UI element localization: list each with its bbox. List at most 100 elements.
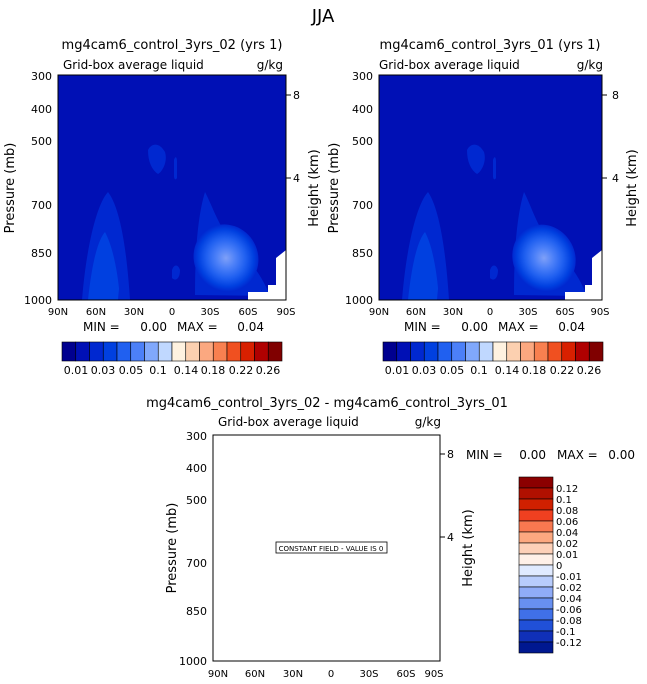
colorbar-swatch	[518, 509, 554, 522]
colorbar-label: 0.01	[385, 364, 410, 377]
x-tick: 60N	[245, 669, 265, 680]
colorbar-label: 0.18	[201, 364, 226, 377]
colorbar-swatch	[575, 341, 590, 362]
colorbar-label: 0.22	[550, 364, 575, 377]
panel-3-minmax: MIN = 0.00 MAX = 0.00	[466, 448, 635, 462]
colorbar-swatch	[61, 341, 77, 362]
colorbar-label: 0.05	[119, 364, 144, 377]
panel-3-subtitle: Grid-box average liquid	[218, 415, 359, 429]
colorbar-swatch	[518, 487, 554, 500]
panel-3-y2-ticks: 8 4	[440, 448, 454, 544]
colorbar-swatch	[588, 341, 604, 362]
max-value: 0.00	[608, 448, 635, 462]
panel-1-subtitle: Grid-box average liquid	[63, 58, 204, 72]
colorbar-swatch	[423, 341, 439, 362]
y-tick: 850	[352, 247, 373, 260]
colorbar-swatch	[171, 341, 187, 362]
colorbar-swatch	[75, 341, 90, 362]
colorbar-label: -0.01	[556, 572, 582, 583]
panel-2-y-label: Pressure (mb)	[327, 143, 342, 234]
colorbar-label: 0	[556, 561, 562, 572]
constant-field-box	[275, 541, 388, 554]
panel-2: mg4cam6_control_3yrs_01 (yrs 1) Grid-box…	[327, 38, 640, 377]
colorbar-label: 0.01	[556, 550, 578, 561]
y2-tick: 8	[447, 448, 454, 461]
x-tick: 90N	[48, 307, 68, 318]
colorbar-swatch	[518, 597, 554, 610]
panel-2-title: mg4cam6_control_3yrs_01 (yrs 1)	[380, 38, 601, 53]
panel-1-minmax: MIN = 0.00 MAX = 0.04	[83, 320, 264, 334]
panel-1-units: g/kg	[257, 58, 283, 72]
x-tick: 0	[487, 307, 493, 318]
colorbar-label: 0.14	[495, 364, 520, 377]
colorbar-label: 0.03	[412, 364, 437, 377]
panel-3-units: g/kg	[415, 415, 441, 429]
y2-tick: 8	[293, 89, 300, 102]
y-tick: 850	[31, 247, 52, 260]
y-tick: 400	[352, 103, 373, 116]
colorbar-swatch	[518, 553, 554, 566]
colorbar-swatch	[518, 498, 554, 511]
x-tick: 30S	[518, 307, 537, 318]
colorbar-swatch	[492, 341, 508, 362]
x-tick: 0	[328, 669, 334, 680]
panel-2-colorbar-labels: 0.01 0.03 0.05 0.1 0.14 0.18 0.22 0.26	[385, 364, 602, 377]
y-tick: 1000	[24, 294, 52, 307]
colorbar-swatch	[130, 341, 145, 362]
colorbar-label: 0.26	[577, 364, 602, 377]
min-value: 0.00	[461, 320, 488, 334]
panel-3-y-label: Pressure (mb)	[165, 503, 180, 594]
colorbar-swatch	[185, 341, 200, 362]
colorbar-swatch	[561, 341, 576, 362]
colorbar-label: 0.1	[149, 364, 167, 377]
x-tick: 60S	[396, 669, 415, 680]
colorbar-swatch	[518, 542, 554, 555]
panel-2-units: g/kg	[577, 58, 603, 72]
max-label: MAX =	[498, 320, 539, 334]
y2-tick: 4	[293, 172, 300, 185]
x-tick: 60S	[238, 307, 257, 318]
panel-2-y2-ticks: 8 4	[602, 89, 619, 185]
colorbar-swatch	[518, 586, 554, 599]
x-tick: 90S	[424, 669, 443, 680]
min-value: 0.00	[140, 320, 167, 334]
y2-tick: 8	[612, 89, 619, 102]
colorbar-label: -0.12	[556, 638, 582, 649]
diff-title: mg4cam6_control_3yrs_02 - mg4cam6_contro…	[146, 396, 508, 411]
panel-2-subtitle: Grid-box average liquid	[379, 58, 520, 72]
colorbar-label: -0.08	[556, 616, 582, 627]
panel-3-y2-label: Height (km)	[461, 509, 476, 586]
y2-tick: 4	[612, 172, 619, 185]
x-tick: 30N	[124, 307, 144, 318]
colorbar-swatch	[226, 341, 242, 362]
panel-1-title: mg4cam6_control_3yrs_02 (yrs 1)	[62, 38, 283, 53]
colorbar-swatch	[116, 341, 132, 362]
panel-1-colorbar-labels: 0.01 0.03 0.05 0.1 0.14 0.18 0.22 0.26	[64, 364, 281, 377]
colorbar-label: 0.1	[556, 495, 572, 506]
min-label: MIN =	[83, 320, 120, 334]
x-tick: 30N	[443, 307, 463, 318]
colorbar-swatch	[518, 520, 554, 533]
colorbar-label: -0.06	[556, 605, 582, 616]
colorbar-swatch	[396, 341, 411, 362]
colorbar-label: 0.03	[91, 364, 116, 377]
colorbar-swatch	[240, 341, 255, 362]
panel-1-y2-label: Height (km)	[307, 149, 322, 226]
x-tick: 60N	[86, 307, 106, 318]
colorbar-swatch	[157, 341, 173, 362]
colorbar-label: 0.12	[556, 484, 578, 495]
colorbar-swatch	[212, 341, 228, 362]
colorbar-label: 0.08	[556, 506, 578, 517]
colorbar-label: -0.1	[556, 627, 576, 638]
colorbar-swatch	[410, 341, 425, 362]
panel-3-y-ticks: 300 400 500 700 850 1000	[179, 430, 207, 668]
min-label: MIN =	[404, 320, 441, 334]
max-value: 0.04	[558, 320, 585, 334]
panel-3-x-ticks: 90N 60N 30N 0 30S 60S 90S	[208, 669, 444, 680]
panel-2-colorbar	[382, 341, 604, 362]
colorbar-swatch	[267, 341, 283, 362]
max-value: 0.04	[237, 320, 264, 334]
x-tick: 90N	[208, 669, 228, 680]
colorbar-swatch	[518, 575, 554, 588]
constant-field-annotation: CONSTANT FIELD - VALUE IS 0	[279, 545, 384, 553]
